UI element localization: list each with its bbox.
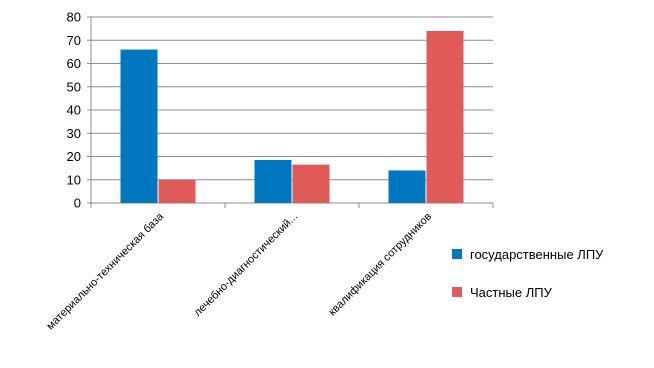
gridlines (91, 16, 493, 181)
x-category-label: квалификация сотрудников (326, 211, 434, 319)
legend-swatch-series-0 (452, 249, 462, 259)
y-tick-label: 80 (67, 10, 81, 25)
x-category-label: лечебно-диагностический... (192, 211, 300, 319)
y-tick-label: 10 (67, 172, 81, 187)
bar-series-0-cat-0 (120, 49, 158, 203)
y-tick-label: 70 (67, 33, 81, 48)
bar-series-1-cat-0 (158, 179, 196, 203)
legend-label-series-1: Частные ЛПУ (470, 284, 552, 300)
y-tick-label: 30 (67, 126, 81, 141)
y-tick-label: 20 (67, 149, 81, 164)
bar-series-0-cat-1 (254, 159, 292, 203)
y-tick-label: 40 (67, 103, 81, 118)
x-axis-labels: материально-техническая база лечебно-диаг… (44, 210, 434, 332)
y-tick-label: 50 (67, 79, 81, 94)
y-axis-ticks: 0 10 20 30 40 50 60 70 80 (67, 10, 91, 211)
x-category-label: материально-техническая база (44, 210, 166, 332)
bar-series-1-cat-2 (426, 30, 464, 204)
legend-swatch-series-1 (452, 287, 462, 297)
bar-series-1-cat-1 (292, 164, 330, 203)
y-tick-label: 60 (67, 56, 81, 71)
legend: государственные ЛПУ Частные ЛПУ (452, 244, 603, 320)
legend-label-series-0: государственные ЛПУ (470, 246, 604, 262)
bars (120, 30, 464, 204)
legend-item-series-0: государственные ЛПУ (452, 244, 603, 264)
y-tick-label: 0 (74, 196, 81, 211)
bar-series-0-cat-2 (388, 170, 426, 203)
legend-item-series-1: Частные ЛПУ (452, 282, 603, 302)
